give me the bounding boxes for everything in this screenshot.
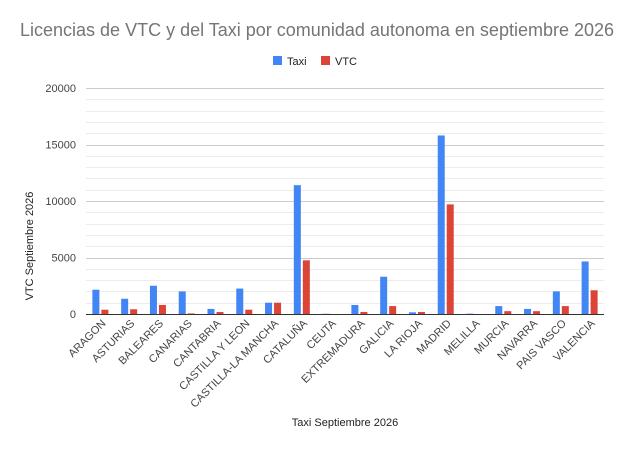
bar-vtc	[446, 204, 454, 314]
bar-taxi	[92, 289, 100, 314]
bar-vtc	[590, 290, 598, 314]
legend-label-taxi: Taxi	[287, 56, 307, 68]
grid-lines	[86, 88, 604, 315]
y-tick-label: 20000	[45, 83, 76, 95]
bar-vtc	[130, 309, 138, 314]
bars	[92, 135, 598, 314]
bar-taxi	[178, 291, 186, 314]
legend-swatch-vtc	[321, 56, 330, 65]
y-tick-label: 0	[70, 309, 76, 321]
y-tick-label: 5000	[52, 253, 76, 265]
bar-vtc	[216, 311, 224, 314]
x-axis-ticks: ARAGONASTURIASBALEARESCANARIASCANTABRIAC…	[66, 316, 598, 410]
x-axis-title: Taxi Septiembre 2026	[292, 417, 398, 429]
bar-taxi	[495, 306, 503, 314]
legend-swatch-taxi	[273, 56, 282, 65]
bar-taxi	[408, 312, 416, 314]
bar-vtc	[274, 302, 282, 314]
bar-taxi	[236, 288, 244, 314]
y-axis-ticks: 0 5000 10000 15000 20000	[45, 83, 76, 321]
bar-vtc	[389, 306, 397, 314]
bar-vtc	[417, 311, 425, 314]
bar-taxi	[437, 135, 445, 314]
chart-title: Licencias de VTC y del Taxi por comunida…	[20, 20, 615, 40]
bar-taxi	[552, 291, 560, 314]
bar-taxi	[207, 308, 215, 314]
bar-vtc	[504, 311, 512, 314]
bar-taxi	[581, 261, 589, 314]
bar-vtc	[561, 306, 569, 314]
y-tick-label: 15000	[45, 140, 76, 152]
bar-taxi	[265, 302, 273, 314]
bar-taxi	[524, 308, 532, 314]
y-axis-title: VTC Septiembre 2026	[24, 192, 36, 301]
bar-vtc	[302, 260, 310, 314]
bar-taxi	[121, 298, 129, 314]
legend: Taxi VTC	[273, 56, 357, 68]
bar-taxi	[380, 276, 388, 314]
bar-vtc	[533, 311, 541, 314]
bar-vtc	[360, 311, 368, 314]
legend-label-vtc: VTC	[335, 56, 357, 68]
bar-vtc	[101, 309, 109, 314]
bar-taxi	[293, 185, 301, 314]
y-tick-label: 10000	[45, 196, 76, 208]
bar-vtc	[187, 313, 195, 314]
bar-vtc	[245, 309, 253, 314]
bar-taxi	[149, 285, 157, 314]
bar-vtc	[158, 304, 166, 314]
bar-taxi	[351, 304, 359, 314]
